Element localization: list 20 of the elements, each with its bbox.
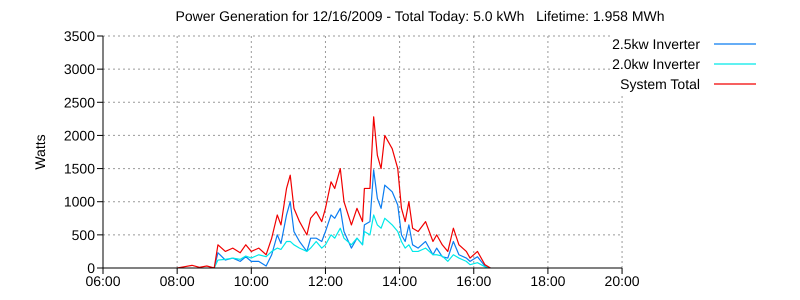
legend-label: 2.0kw Inverter	[612, 56, 700, 72]
x-tick-label: 16:00	[456, 272, 492, 289]
y-tick-label: 500	[72, 226, 96, 243]
x-tick-label: 20:00	[604, 272, 640, 289]
y-axis-title: Watts	[32, 134, 48, 170]
legend-label: System Total	[620, 76, 700, 92]
y-tick-label: 3000	[64, 61, 96, 78]
x-tick-label: 18:00	[530, 272, 566, 289]
line-series	[176, 116, 492, 268]
y-tick-label: 2000	[64, 127, 96, 144]
x-tick-label: 08:00	[160, 272, 195, 289]
x-tick-label: 12:00	[308, 272, 344, 289]
y-tick-label: 2500	[64, 94, 96, 110]
x-tick-label: 14:00	[382, 272, 418, 289]
y-tick-label: 1000	[64, 194, 96, 210]
y-tick-label: 1500	[64, 160, 96, 177]
x-tick-label: 10:00	[234, 272, 270, 289]
chart-title: Power Generation for 12/16/2009 - Total Today: 5.0 kWh Lifetime: 1.958 MWh	[174, 8, 666, 26]
y-tick-label: 3500	[64, 28, 96, 44]
legend-label: 2.5kw Inverter	[612, 36, 700, 52]
